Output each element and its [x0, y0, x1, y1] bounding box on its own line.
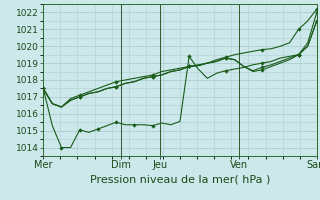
X-axis label: Pression niveau de la mer( hPa ): Pression niveau de la mer( hPa ) — [90, 174, 270, 184]
